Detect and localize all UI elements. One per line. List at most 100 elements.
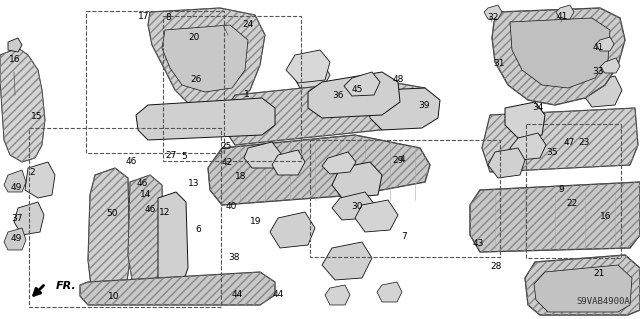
Text: 12: 12	[159, 208, 171, 217]
Text: S9VAB4900A: S9VAB4900A	[577, 297, 630, 306]
Polygon shape	[88, 168, 130, 300]
Text: 41: 41	[593, 43, 604, 52]
Text: 48: 48	[392, 75, 404, 84]
Polygon shape	[270, 212, 315, 248]
Text: 4: 4	[399, 155, 404, 164]
Text: 49: 49	[10, 183, 22, 192]
Text: 24: 24	[243, 20, 254, 29]
Text: 35: 35	[546, 148, 557, 157]
Polygon shape	[208, 135, 430, 205]
Text: 16: 16	[600, 212, 611, 221]
Polygon shape	[128, 175, 164, 288]
Polygon shape	[25, 162, 55, 198]
Polygon shape	[510, 133, 546, 160]
Text: 2: 2	[29, 168, 35, 177]
Polygon shape	[482, 108, 638, 172]
Text: 9: 9	[559, 185, 564, 194]
Text: 44: 44	[231, 290, 243, 299]
Polygon shape	[470, 182, 640, 252]
Bar	[526, 124, 621, 258]
Bar	[86, 11, 224, 153]
Text: 13: 13	[188, 179, 200, 188]
Polygon shape	[552, 66, 578, 90]
Polygon shape	[136, 98, 275, 140]
Polygon shape	[222, 80, 430, 145]
Text: 25: 25	[220, 142, 232, 151]
Polygon shape	[325, 285, 350, 305]
Text: 27: 27	[165, 151, 177, 160]
Text: 46: 46	[136, 179, 148, 188]
Bar	[310, 140, 500, 257]
Text: 21: 21	[593, 269, 605, 278]
Text: 26: 26	[191, 75, 202, 84]
Polygon shape	[332, 162, 382, 198]
Text: 31: 31	[493, 59, 505, 68]
Polygon shape	[0, 48, 45, 162]
Polygon shape	[534, 265, 632, 312]
Bar	[29, 128, 221, 307]
Text: 44: 44	[273, 290, 284, 299]
Text: 38: 38	[228, 253, 239, 262]
Text: 30: 30	[351, 202, 363, 211]
Polygon shape	[368, 88, 440, 130]
Text: 49: 49	[10, 234, 22, 243]
Bar	[163, 16, 301, 161]
Polygon shape	[148, 8, 265, 110]
Text: 40: 40	[225, 202, 237, 211]
Polygon shape	[162, 25, 248, 92]
Polygon shape	[600, 58, 620, 73]
Polygon shape	[556, 5, 574, 19]
Text: 39: 39	[418, 101, 429, 110]
Polygon shape	[4, 170, 26, 192]
Text: FR.: FR.	[56, 280, 76, 291]
Text: 10: 10	[108, 292, 120, 301]
Text: 33: 33	[593, 67, 604, 76]
Text: 18: 18	[235, 172, 246, 181]
Text: 19: 19	[250, 217, 261, 226]
Polygon shape	[292, 58, 330, 90]
Text: 46: 46	[145, 205, 156, 214]
Polygon shape	[286, 50, 330, 83]
Text: 46: 46	[125, 157, 137, 166]
Text: 34: 34	[532, 103, 543, 112]
Text: 47: 47	[564, 138, 575, 147]
Polygon shape	[492, 8, 625, 105]
Polygon shape	[582, 76, 622, 107]
Polygon shape	[344, 72, 380, 96]
Polygon shape	[505, 102, 545, 138]
Text: 1: 1	[244, 90, 249, 99]
Text: 41: 41	[556, 12, 568, 21]
Polygon shape	[596, 37, 614, 51]
Polygon shape	[158, 192, 188, 288]
Text: 45: 45	[351, 85, 363, 94]
Polygon shape	[80, 272, 275, 305]
Text: 42: 42	[221, 158, 233, 167]
Polygon shape	[510, 18, 610, 88]
Text: 16: 16	[9, 56, 20, 64]
Polygon shape	[4, 228, 26, 250]
Polygon shape	[308, 72, 400, 118]
Polygon shape	[332, 192, 375, 220]
Polygon shape	[377, 282, 402, 302]
Text: 36: 36	[332, 91, 344, 100]
Polygon shape	[244, 142, 282, 168]
Text: 29: 29	[392, 156, 404, 165]
Text: 50: 50	[106, 209, 118, 218]
Polygon shape	[8, 38, 22, 52]
Text: 32: 32	[487, 13, 499, 22]
Polygon shape	[14, 202, 44, 235]
Polygon shape	[488, 148, 525, 178]
Text: 5: 5	[181, 152, 186, 161]
Text: 43: 43	[473, 239, 484, 248]
Polygon shape	[322, 152, 356, 174]
Text: 8: 8	[166, 13, 171, 22]
Text: 23: 23	[579, 138, 590, 147]
Polygon shape	[355, 200, 398, 232]
Text: 15: 15	[31, 112, 43, 121]
Text: 37: 37	[12, 214, 23, 223]
Polygon shape	[322, 242, 372, 280]
Polygon shape	[272, 150, 305, 175]
Text: 7: 7	[402, 232, 407, 241]
Polygon shape	[528, 58, 562, 88]
Text: 22: 22	[566, 199, 577, 208]
